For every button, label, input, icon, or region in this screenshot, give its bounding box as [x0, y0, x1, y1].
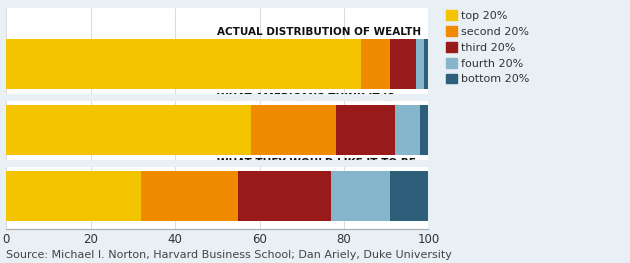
Bar — [6, 171, 141, 221]
Bar — [251, 105, 336, 155]
Bar — [391, 171, 437, 221]
Text: WHAT THEY WOULD LIKE IT TO BE: WHAT THEY WOULD LIKE IT TO BE — [217, 159, 416, 169]
Bar — [361, 39, 391, 89]
Text: Source: Michael I. Norton, Harvard Business School; Dan Ariely, Duke University: Source: Michael I. Norton, Harvard Busin… — [6, 250, 452, 260]
Legend: top 20%, second 20%, third 20%, fourth 20%, bottom 20%: top 20%, second 20%, third 20%, fourth 2… — [444, 8, 532, 87]
Bar — [141, 171, 238, 221]
Text: WHAT AMERICANS THINK IT IS: WHAT AMERICANS THINK IT IS — [217, 93, 395, 103]
Bar — [394, 105, 420, 155]
Bar — [420, 105, 428, 155]
Bar — [416, 39, 424, 89]
Bar — [6, 39, 361, 89]
Bar — [424, 39, 428, 89]
Bar — [331, 171, 391, 221]
Text: ACTUAL DISTRIBUTION OF WEALTH: ACTUAL DISTRIBUTION OF WEALTH — [217, 27, 421, 37]
Bar — [238, 171, 331, 221]
Bar — [336, 105, 394, 155]
Bar — [391, 39, 416, 89]
Bar — [6, 105, 251, 155]
